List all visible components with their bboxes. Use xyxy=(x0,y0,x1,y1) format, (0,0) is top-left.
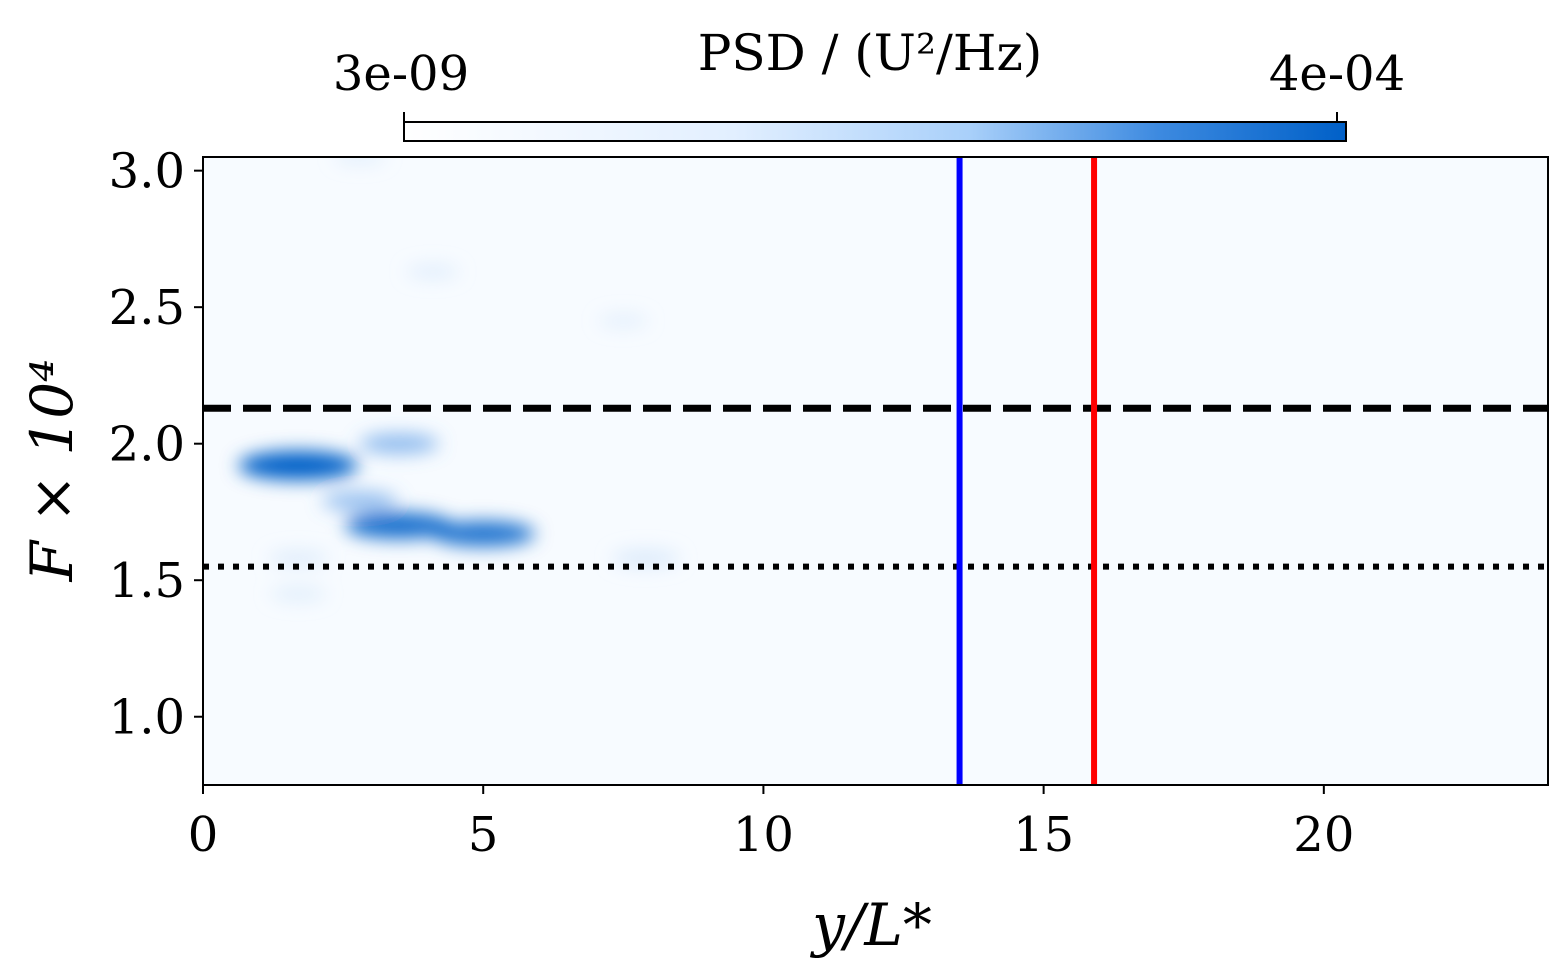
x-tick-label: 5 xyxy=(468,807,499,863)
heatmap-hotspot-0 xyxy=(238,450,359,481)
x-tick-label: 10 xyxy=(733,807,794,863)
heatmap-hotspot-2 xyxy=(431,521,536,547)
plot-background xyxy=(203,157,1548,785)
y-tick-label: 1.0 xyxy=(109,690,185,746)
colorbar-max-label: 4e-04 xyxy=(1269,46,1405,102)
y-axis-title: F × 10⁴ xyxy=(18,359,86,583)
y-tick-label: 1.5 xyxy=(109,553,185,609)
heatmap-hotspot-3 xyxy=(359,433,440,454)
x-axis-title: y/L* xyxy=(809,891,932,959)
x-tick-label: 20 xyxy=(1293,807,1354,863)
colorbar-gradient xyxy=(403,121,1347,142)
plot-frame xyxy=(202,156,1549,786)
y-tick-label: 2.5 xyxy=(109,280,185,336)
colorbar-title: PSD / (U²/Hz) xyxy=(698,24,1043,82)
heatmap-hotspot-8 xyxy=(405,264,460,279)
heatmap-hotspot-10 xyxy=(333,157,386,164)
x-axis-ticks: 0 5 10 15 20 xyxy=(188,785,1354,863)
plot-area xyxy=(202,156,1549,786)
heatmap-hotspot-5 xyxy=(611,549,680,568)
y-tick-label: 2.0 xyxy=(109,417,185,473)
heatmap-hotspot-6 xyxy=(268,550,329,567)
colorbar: 3e-09 4e-04 PSD / (U²/Hz) xyxy=(333,24,1405,142)
x-tick-label: 15 xyxy=(1013,807,1074,863)
reference-lines xyxy=(203,157,1548,785)
colorbar-min-label: 3e-09 xyxy=(333,46,469,102)
x-tick-label: 0 xyxy=(188,807,219,863)
heatmap-hotspot-7 xyxy=(270,586,327,602)
y-axis-ticks: 1.0 1.5 2.0 2.5 3.0 xyxy=(109,144,203,746)
heatmap-hotspot-9 xyxy=(598,314,649,328)
heatmap-layer xyxy=(238,157,680,602)
heatmap-hotspot-4 xyxy=(321,491,398,511)
heatmap-hotspot-1 xyxy=(345,512,454,539)
y-tick-label: 3.0 xyxy=(109,144,185,200)
